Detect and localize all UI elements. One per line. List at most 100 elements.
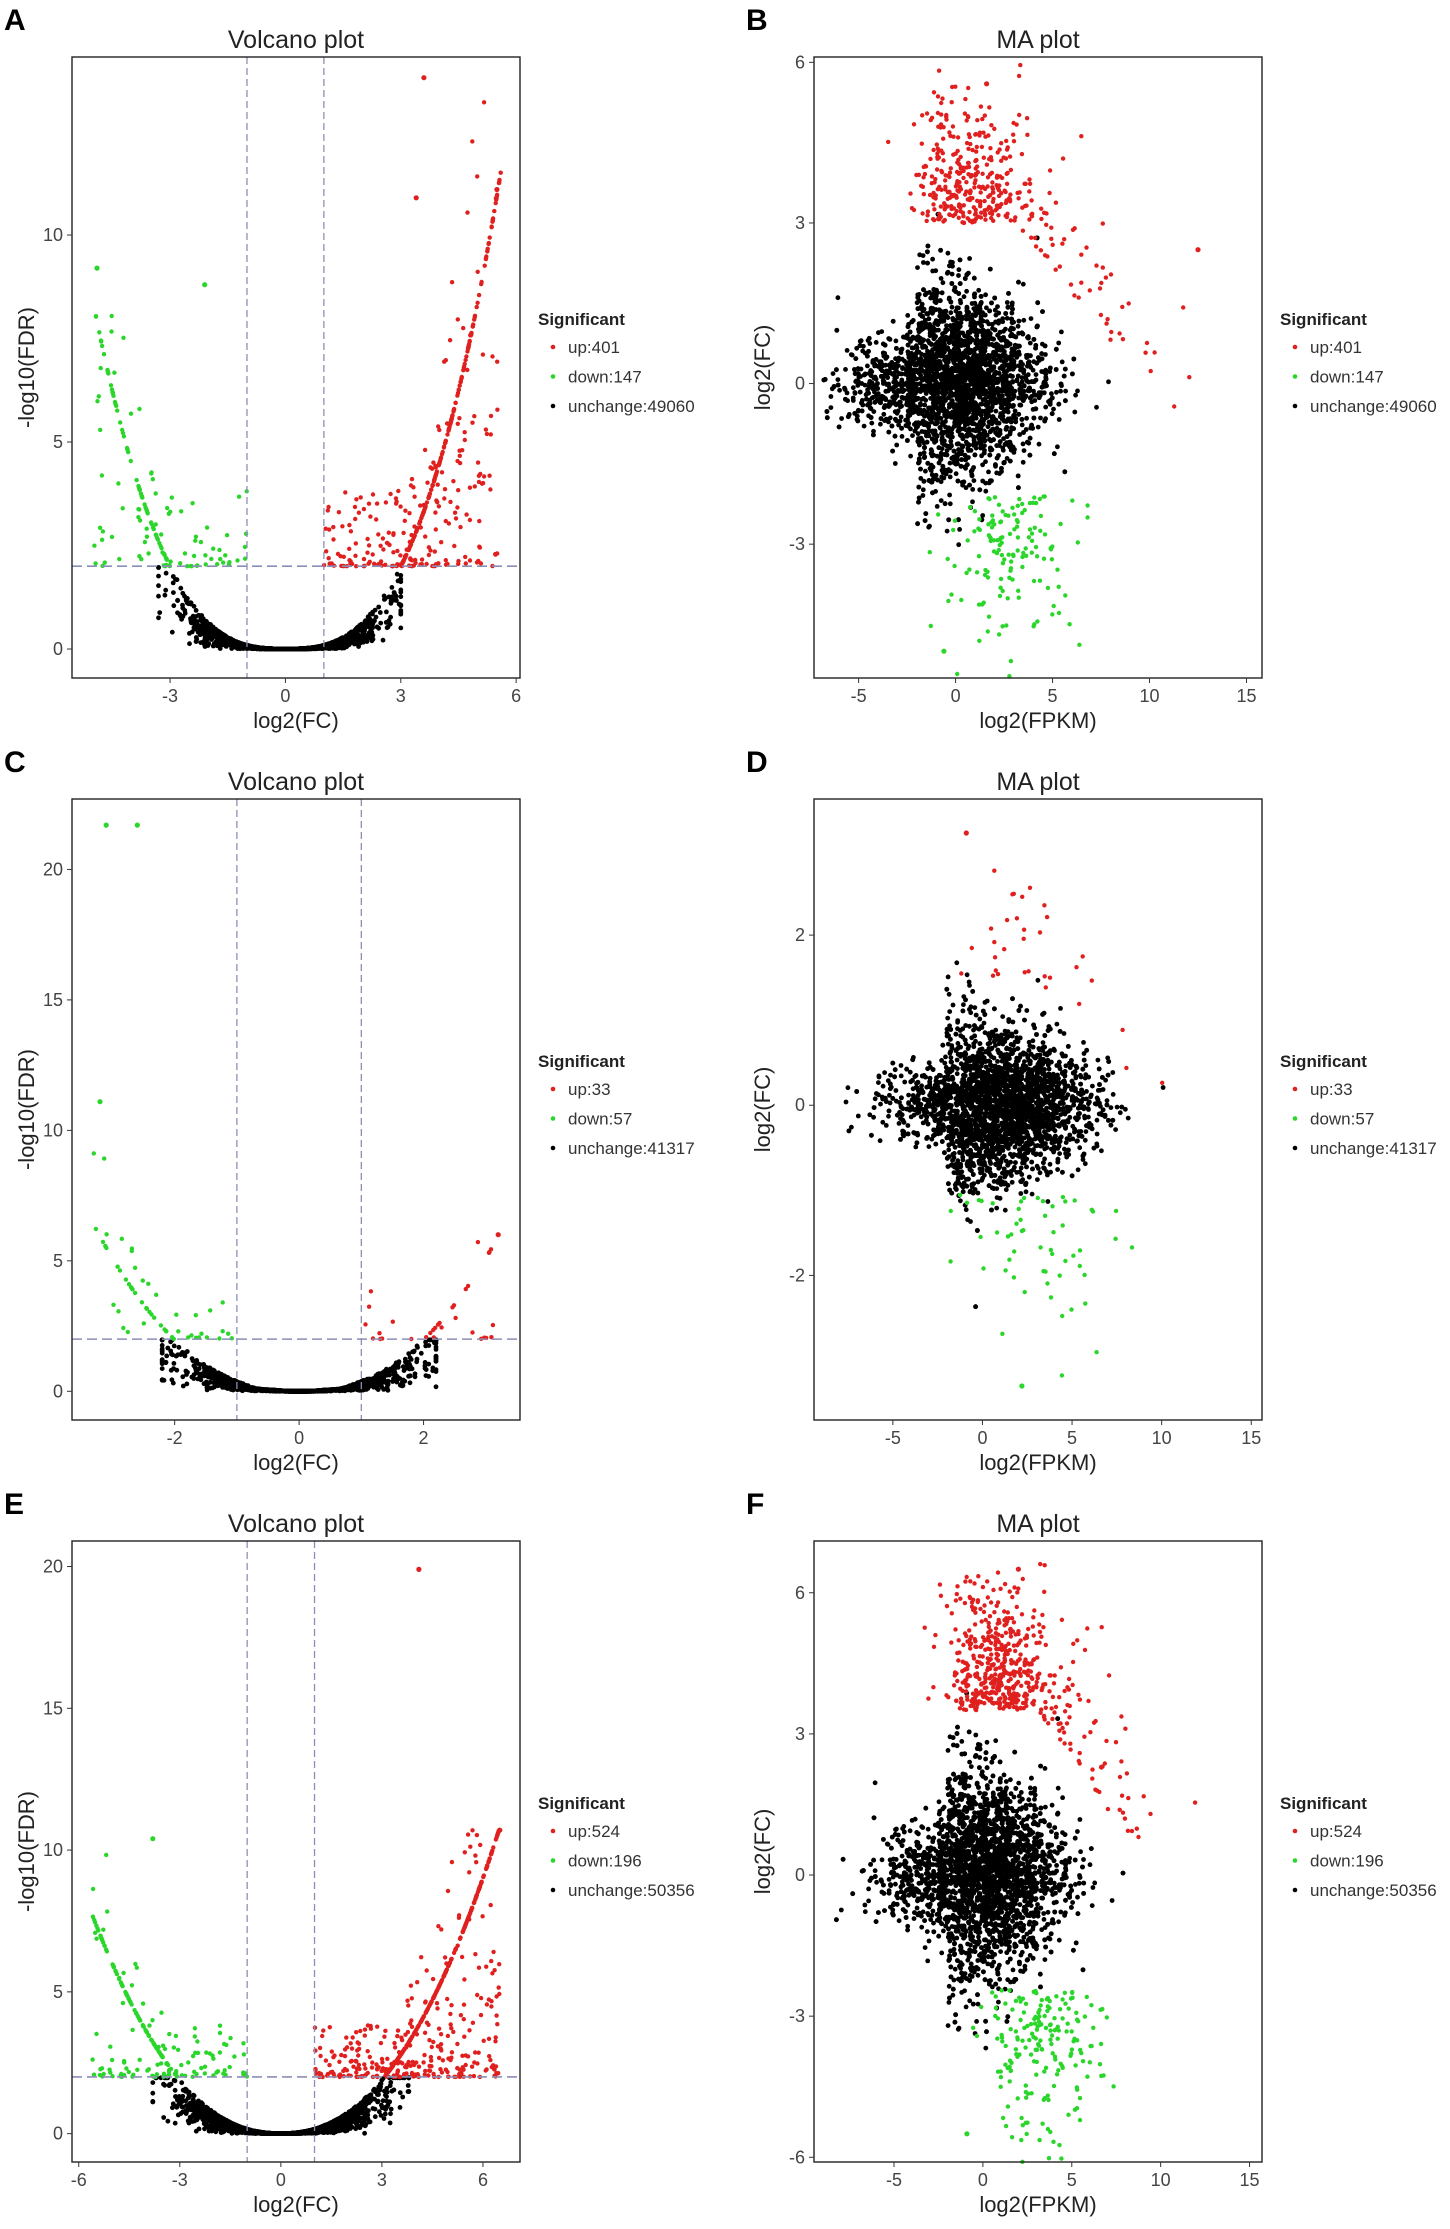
point-up xyxy=(488,487,493,492)
point-unchange xyxy=(344,640,349,646)
point-unchange xyxy=(921,260,926,265)
point-unchange xyxy=(156,593,161,599)
point-unchange xyxy=(191,603,197,609)
point-up xyxy=(431,460,436,465)
point-up xyxy=(488,432,493,437)
point-up xyxy=(485,249,490,254)
point-down xyxy=(182,551,188,556)
point-down xyxy=(218,556,223,562)
point-unchange xyxy=(378,620,384,626)
point-up xyxy=(425,480,430,485)
point-unchange xyxy=(361,637,367,643)
point-unchange xyxy=(175,610,180,616)
point-up xyxy=(427,493,432,498)
point-up xyxy=(467,558,473,563)
point-up xyxy=(412,533,417,538)
point-up xyxy=(388,491,393,497)
x-tick-label: 0 xyxy=(280,686,290,706)
point-unchange xyxy=(211,632,217,637)
point-unchange xyxy=(198,616,204,622)
point-up xyxy=(443,518,448,524)
point-down xyxy=(168,509,173,514)
point-up xyxy=(356,510,362,515)
point-unchange xyxy=(205,628,211,633)
point-up xyxy=(452,510,458,515)
point-up xyxy=(347,522,352,528)
point-up xyxy=(472,484,477,489)
point-down xyxy=(93,561,98,566)
point-unchange xyxy=(1028,316,1034,321)
point-down xyxy=(146,551,151,556)
point-up xyxy=(402,518,407,523)
point-down xyxy=(203,553,208,558)
y-tick-label: 0 xyxy=(53,639,63,659)
point-unchange xyxy=(171,590,176,595)
point-up xyxy=(331,537,336,542)
point-unchange xyxy=(247,645,253,651)
point-up xyxy=(475,174,480,179)
x-axis-label: log2(FC) xyxy=(253,708,339,733)
point-unchange xyxy=(240,641,246,647)
point-down xyxy=(136,483,141,489)
point-up xyxy=(391,550,396,555)
point-up xyxy=(447,424,452,429)
point-unchange xyxy=(1035,424,1041,430)
point-unchange xyxy=(282,646,287,652)
point-down xyxy=(202,282,208,288)
legend-marker-down xyxy=(550,374,556,379)
point-up xyxy=(421,75,427,81)
point-up xyxy=(418,519,423,524)
point-up xyxy=(411,485,416,490)
point-down xyxy=(114,403,119,408)
point-up xyxy=(358,495,363,500)
x-tick-label: 3 xyxy=(396,686,406,706)
point-up xyxy=(442,496,447,501)
point-down xyxy=(109,534,115,540)
point-up xyxy=(465,349,470,354)
point-up xyxy=(387,542,392,548)
point-up xyxy=(436,504,442,509)
point-up xyxy=(441,445,447,450)
point-up xyxy=(336,510,342,515)
point-up xyxy=(365,550,370,555)
point-unchange xyxy=(384,609,389,615)
point-up xyxy=(475,269,480,274)
point-unchange xyxy=(369,622,375,628)
x-tick-label: -3 xyxy=(162,686,178,706)
point-up xyxy=(462,430,467,435)
point-up xyxy=(426,552,432,558)
point-unchange xyxy=(376,604,382,610)
point-up xyxy=(412,494,417,499)
point-up xyxy=(433,510,438,515)
point-up xyxy=(476,292,482,298)
point-unchange xyxy=(861,423,867,429)
point-up xyxy=(413,195,419,201)
point-up xyxy=(458,524,463,530)
point-up xyxy=(470,139,475,144)
point-down xyxy=(92,543,97,548)
point-up xyxy=(409,476,415,482)
point-up xyxy=(484,254,489,259)
point-down xyxy=(99,339,104,344)
point-unchange xyxy=(398,594,404,600)
point-unchange xyxy=(1020,459,1026,465)
point-up xyxy=(366,501,372,506)
point-up xyxy=(326,504,331,510)
point-up xyxy=(467,517,473,523)
point-down xyxy=(120,506,125,511)
panel-label: A xyxy=(4,4,26,37)
point-up xyxy=(490,217,496,222)
point-up xyxy=(366,543,372,548)
point-up xyxy=(476,558,481,564)
point-unchange xyxy=(865,363,870,369)
point-down xyxy=(178,561,183,566)
point-unchange xyxy=(1017,402,1023,408)
point-unchange xyxy=(182,593,187,599)
point-up xyxy=(457,460,463,466)
point-unchange xyxy=(837,387,842,393)
point-unchange xyxy=(376,625,382,631)
point-up xyxy=(476,473,482,478)
point-up xyxy=(353,541,358,546)
point-up xyxy=(398,553,403,558)
point-down xyxy=(144,534,150,539)
